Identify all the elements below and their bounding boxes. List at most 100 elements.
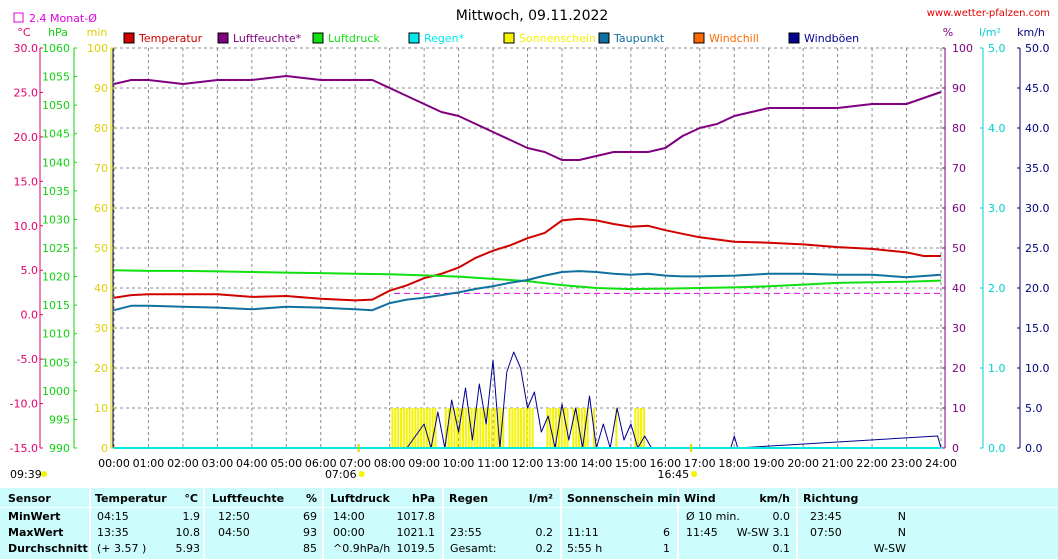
temp-value: 1.9 [182,510,201,523]
x-tick-label: 16:00 [649,457,681,470]
wind-value: 0.1 [772,542,791,555]
sunshine-bar [470,408,473,448]
temp-unit-label: °C [17,26,31,39]
sunshine-bar [417,408,420,448]
legend-swatch [217,32,229,44]
sunshine-bar [464,408,467,448]
minutes-tick-label: 30 [94,322,108,335]
sunshine-bar [499,408,502,448]
dir-time: 07:50 [810,526,842,539]
sunshine-bar [482,408,485,448]
current-time-sun-icon [41,471,47,477]
minutes-tick-label: 60 [94,202,108,215]
x-tick-label: 02:00 [167,457,199,470]
sun-value: 1 [663,542,670,555]
temp-time: 13:35 [97,526,129,539]
rain-tick-label: 3.0 [988,202,1006,215]
sunrise-sun-icon [358,471,365,477]
sunshine-bar [425,408,428,448]
pressure-tick-label: 1060 [42,42,70,55]
temperature-tick-label: 15.0 [14,175,39,188]
sunshine-bar [397,408,400,448]
sunshine-bar [434,408,437,448]
wind-time: 11:45 [686,526,718,539]
sunshine-bar [473,408,476,448]
hum-value: 93 [303,526,317,539]
pressure-tick-label: 1050 [42,99,70,112]
temperature-tick-label: 25.0 [14,86,39,99]
rain-value: 0.2 [535,542,554,555]
pressure-tick-label: 1035 [42,185,70,198]
pressure-tick-label: 1000 [42,385,70,398]
sunshine-bar [634,408,637,448]
temperature-tick-label: -5.0 [17,353,38,366]
rain-value: 0.2 [535,526,554,539]
sunshine-bar [580,408,583,448]
pressure-tick-label: 990 [49,442,70,455]
sunshine-bar [428,408,431,448]
sunshine-bar [496,408,499,448]
sunshine-bar [453,408,456,448]
sunrise-label: 07:06 [325,468,357,481]
sunshine-bar [642,408,645,448]
sunshine-bar [408,408,411,448]
stats-header-wind-unit: km/h [759,492,790,505]
sunshine-bar [525,408,528,448]
pressure-tick-label: 1040 [42,156,70,169]
temp-value: 10.8 [175,526,201,539]
hum-value: 85 [303,542,317,555]
temperature-tick-label: 5.0 [21,264,39,277]
sun-time: 5:55 h [567,542,603,555]
x-tick-label: 23:00 [891,457,923,470]
wind-tick-label: 25.0 [1025,242,1050,255]
x-tick-label: 01:00 [133,457,165,470]
sunshine-bar [447,408,450,448]
x-tick-label: 08:00 [374,457,406,470]
sunshine-bar [560,408,563,448]
legend-swatch [598,32,610,44]
stats-table: Sensor Temperatur °C Luftfeuchte% Luftdruck h… [0,487,1058,560]
legend-swatch [408,32,420,44]
sun-value: 6 [663,526,670,539]
stats-header-press-unit: hPa [411,492,435,505]
x-tick-label: 12:00 [512,457,544,470]
wind-value: 0.0 [772,510,791,523]
x-tick-label: 04:00 [236,457,268,470]
legend-label: Sonnenschein [519,32,596,45]
temperature-tick-label: 30.0 [14,42,39,55]
percent-tick-label: 90 [952,82,966,95]
sunshine-bar [405,408,408,448]
legend-swatch [693,32,705,44]
wind-unit-label: km/h [1017,26,1045,39]
sunshine-bar [490,408,493,448]
stats-row-label: MinWert [8,510,61,523]
pressure-tick-label: 1045 [42,128,70,141]
percent-tick-label: 40 [952,282,966,295]
percent-tick-label: 30 [952,322,966,335]
stats-header-wind: Wind [684,492,716,505]
sunset-sun-icon [691,471,698,477]
stats-header-rain-unit: l/m² [528,492,553,505]
stats-header-sun: Sonnenschein min [567,492,681,505]
sunshine-bar [402,408,405,448]
stats-row-label: Durchschnitt [8,542,88,555]
x-tick-label: 22:00 [856,457,888,470]
pressure-tick-label: 1030 [42,213,70,226]
minutes-tick-label: 90 [94,82,108,95]
dir-value: N [897,510,906,523]
rain-tick-label: 0.0 [988,442,1006,455]
temperature-tick-label: 20.0 [14,131,39,144]
x-tick-label: 19:00 [753,457,785,470]
avg-legend-box [13,12,24,23]
minutes-tick-label: 40 [94,282,108,295]
wind-value: W-SW 3.1 [736,526,790,539]
rain-unit-label: l/m² [979,26,1001,39]
sun-time: 11:11 [567,526,599,539]
x-tick-label: 05:00 [270,457,302,470]
sunshine-bar [546,408,549,448]
stats-header-dir: Richtung [803,492,859,505]
sunshine-bar [528,408,531,448]
sunshine-bar [575,408,578,448]
sunshine-bar [511,408,514,448]
wind-tick-label: 15.0 [1025,322,1050,335]
